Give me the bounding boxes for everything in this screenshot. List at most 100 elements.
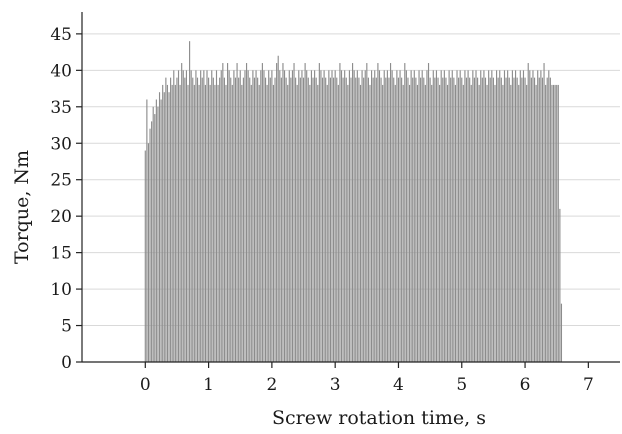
torque-bar bbox=[527, 63, 529, 363]
torque-bar bbox=[462, 84, 464, 363]
torque-bar bbox=[200, 70, 202, 362]
torque-bar bbox=[551, 84, 553, 363]
torque-bar bbox=[231, 84, 233, 363]
torque-bar bbox=[402, 84, 404, 363]
torque-bar bbox=[260, 70, 262, 362]
torque-bar bbox=[435, 70, 438, 362]
torque-bar bbox=[238, 77, 240, 362]
torque-bar bbox=[171, 84, 173, 363]
torque-bar bbox=[241, 84, 243, 363]
torque-bar bbox=[364, 70, 366, 362]
torque-bar bbox=[548, 70, 550, 362]
torque-bar bbox=[257, 77, 259, 362]
torque-bar bbox=[510, 84, 512, 363]
torque-bar bbox=[192, 77, 194, 362]
torque-bar bbox=[328, 70, 330, 362]
y-tick-label: 15 bbox=[50, 244, 72, 264]
torque-bar bbox=[524, 77, 526, 362]
torque-bar bbox=[416, 84, 419, 363]
torque-bar bbox=[196, 77, 199, 362]
torque-bar bbox=[249, 77, 251, 362]
torque-bar bbox=[212, 77, 214, 362]
torque-bar bbox=[488, 70, 490, 362]
torque-bar bbox=[456, 70, 458, 362]
torque-bar bbox=[347, 84, 349, 363]
torque-bar bbox=[209, 84, 211, 363]
torque-bar bbox=[401, 77, 403, 362]
torque-bar bbox=[220, 70, 222, 362]
torque-bar bbox=[146, 99, 148, 362]
torque-bar bbox=[176, 77, 178, 362]
torque-bar bbox=[318, 63, 320, 363]
y-tick-label: 40 bbox=[50, 61, 72, 81]
torque-bar bbox=[533, 77, 536, 362]
torque-bar bbox=[151, 121, 153, 362]
torque-bar bbox=[306, 70, 308, 362]
y-ticks: 0 5 10 15 20 25 30 35 40 45 bbox=[50, 25, 82, 373]
torque-bar bbox=[325, 77, 327, 362]
torque-bar bbox=[230, 77, 232, 362]
torque-bar bbox=[382, 84, 384, 363]
torque-bar bbox=[274, 77, 276, 362]
torque-bar bbox=[375, 77, 377, 362]
torque-bar bbox=[160, 99, 162, 362]
torque-bar bbox=[480, 70, 482, 362]
torque-bar bbox=[486, 84, 488, 363]
x-axis-title: Screw rotation time, s bbox=[272, 407, 486, 429]
torque-bar bbox=[451, 70, 453, 362]
torque-bar bbox=[443, 70, 445, 362]
torque-bar bbox=[336, 77, 338, 362]
torque-bar bbox=[371, 70, 373, 362]
torque-bar bbox=[352, 63, 354, 363]
torque-bar bbox=[321, 77, 324, 362]
torque-bar bbox=[439, 84, 441, 363]
torque-bar bbox=[304, 63, 306, 363]
torque-bar bbox=[356, 70, 358, 362]
torque-bar bbox=[280, 77, 282, 362]
torque-bar bbox=[337, 84, 339, 363]
torque-bar bbox=[282, 63, 284, 363]
torque-bar bbox=[529, 70, 531, 362]
torque-bar bbox=[225, 84, 227, 363]
torque-bar bbox=[277, 55, 279, 362]
torque-bar bbox=[301, 70, 303, 362]
x-tick-label: 7 bbox=[583, 375, 594, 395]
torque-bar bbox=[345, 77, 347, 362]
torque-bar bbox=[288, 70, 290, 362]
y-tick-label: 20 bbox=[50, 207, 72, 227]
torque-bar bbox=[503, 70, 506, 362]
torque-bar bbox=[358, 77, 360, 362]
torque-bar bbox=[190, 70, 192, 362]
torque-bar bbox=[154, 114, 156, 362]
torque-bar bbox=[396, 70, 398, 362]
torque-bar bbox=[426, 70, 428, 362]
torque-bar bbox=[404, 63, 406, 363]
torque-bar bbox=[217, 84, 219, 363]
torque-bar bbox=[537, 70, 539, 362]
torque-bar bbox=[203, 70, 205, 362]
torque-bar bbox=[445, 77, 447, 362]
torque-bar bbox=[252, 70, 254, 362]
x-tick-label: 2 bbox=[266, 375, 277, 395]
torque-bar bbox=[450, 77, 452, 362]
torque-bar bbox=[484, 77, 487, 362]
torque-bar bbox=[465, 77, 468, 362]
torque-bar bbox=[521, 77, 523, 362]
torque-bar bbox=[378, 70, 381, 362]
torque-bar bbox=[227, 63, 229, 363]
torque-bar bbox=[268, 70, 270, 362]
torque-bar bbox=[415, 77, 417, 362]
torque-bar bbox=[446, 84, 449, 363]
torque-bar bbox=[380, 77, 382, 362]
x-tick-label: 6 bbox=[520, 375, 531, 395]
torque-bar bbox=[437, 77, 439, 362]
torque-bar bbox=[276, 63, 278, 363]
torque-bar bbox=[522, 70, 525, 362]
torque-bar bbox=[149, 128, 151, 362]
torque-bar bbox=[255, 70, 257, 362]
torque-bar bbox=[541, 77, 544, 362]
torque-bar bbox=[182, 70, 184, 362]
torque-bar bbox=[560, 303, 563, 362]
torque-bar bbox=[162, 84, 164, 363]
